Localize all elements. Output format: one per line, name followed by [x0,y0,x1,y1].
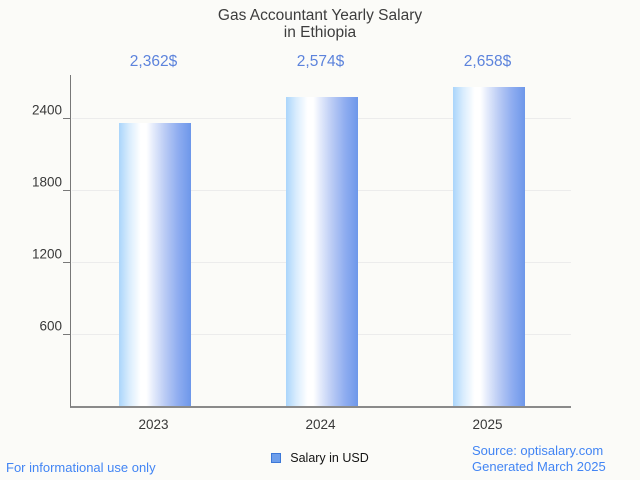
bar-value-label: 2,658$ [463,53,512,70]
bar-2023 [118,122,191,406]
chart-title: Gas Accountant Yearly Salary in Ethiopia [0,7,640,41]
x-axis-label: 2023 [138,417,169,432]
source-line: Source: optisalary.com [472,443,604,458]
bar-value-label: 2,574$ [296,53,345,70]
y-axis-tick-label: 2400 [31,102,62,118]
y-axis-tick [63,334,70,335]
bar-2025 [452,87,525,406]
legend: Salary in USD [0,451,640,465]
plot-area: 600 1200 1800 2400 [32,75,571,408]
y-axis-tick-label: 600 [39,318,62,334]
legend-label: Salary in USD [290,451,369,465]
bar-2024 [285,97,358,406]
x-axis-label: 2025 [472,417,503,432]
y-axis-tick [63,190,70,191]
y-axis-tick [63,262,70,263]
x-axis-label: 2024 [305,417,336,432]
chart-title-line1: Gas Accountant Yearly Salary [217,7,423,24]
informational-note: For informational use only [6,460,156,475]
legend-marker-square [271,453,282,463]
y-axis-tick-label: 1800 [31,174,62,190]
y-axis-tick-label: 1200 [31,246,62,262]
y-axis-tick [63,118,70,119]
chart-title-line2: in Ethiopia [283,24,357,41]
generated-date-line: Generated March 2025 [472,459,606,474]
bar-value-label: 2,362$ [129,53,178,70]
source-attribution: Source: optisalary.com Generated March 2… [472,443,606,475]
